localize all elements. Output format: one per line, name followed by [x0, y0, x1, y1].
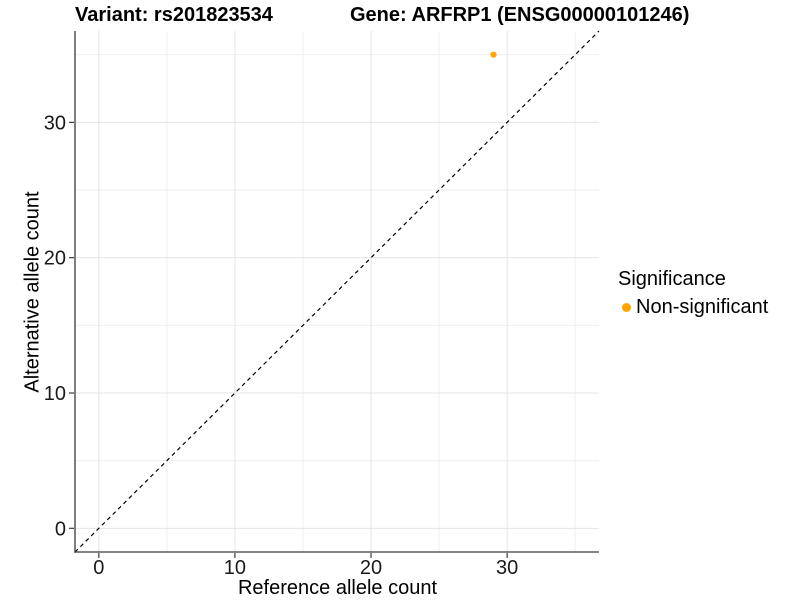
x-axis-title: Reference allele count — [237, 577, 437, 599]
variant-title: Variant: rs201823534 — [75, 4, 273, 26]
legend-title: Significance — [618, 268, 726, 290]
svg-text:0: 0 — [93, 557, 104, 579]
svg-text:30: 30 — [496, 557, 518, 579]
legend-point-icon — [622, 302, 631, 312]
legend-item: Non-significant — [618, 295, 768, 319]
y-axis-title: Alternative allele count — [21, 191, 44, 393]
svg-text:20: 20 — [44, 248, 66, 270]
svg-text:10: 10 — [44, 383, 66, 405]
legend-item-label: Non-significant — [636, 296, 769, 318]
svg-text:30: 30 — [44, 112, 66, 134]
legend: Significance Non-significant — [618, 267, 768, 319]
svg-text:20: 20 — [360, 557, 382, 579]
svg-text:10: 10 — [224, 557, 246, 579]
gene-title: Gene: ARFRP1 (ENSG00000101246) — [350, 4, 690, 26]
svg-text:0: 0 — [55, 518, 66, 540]
